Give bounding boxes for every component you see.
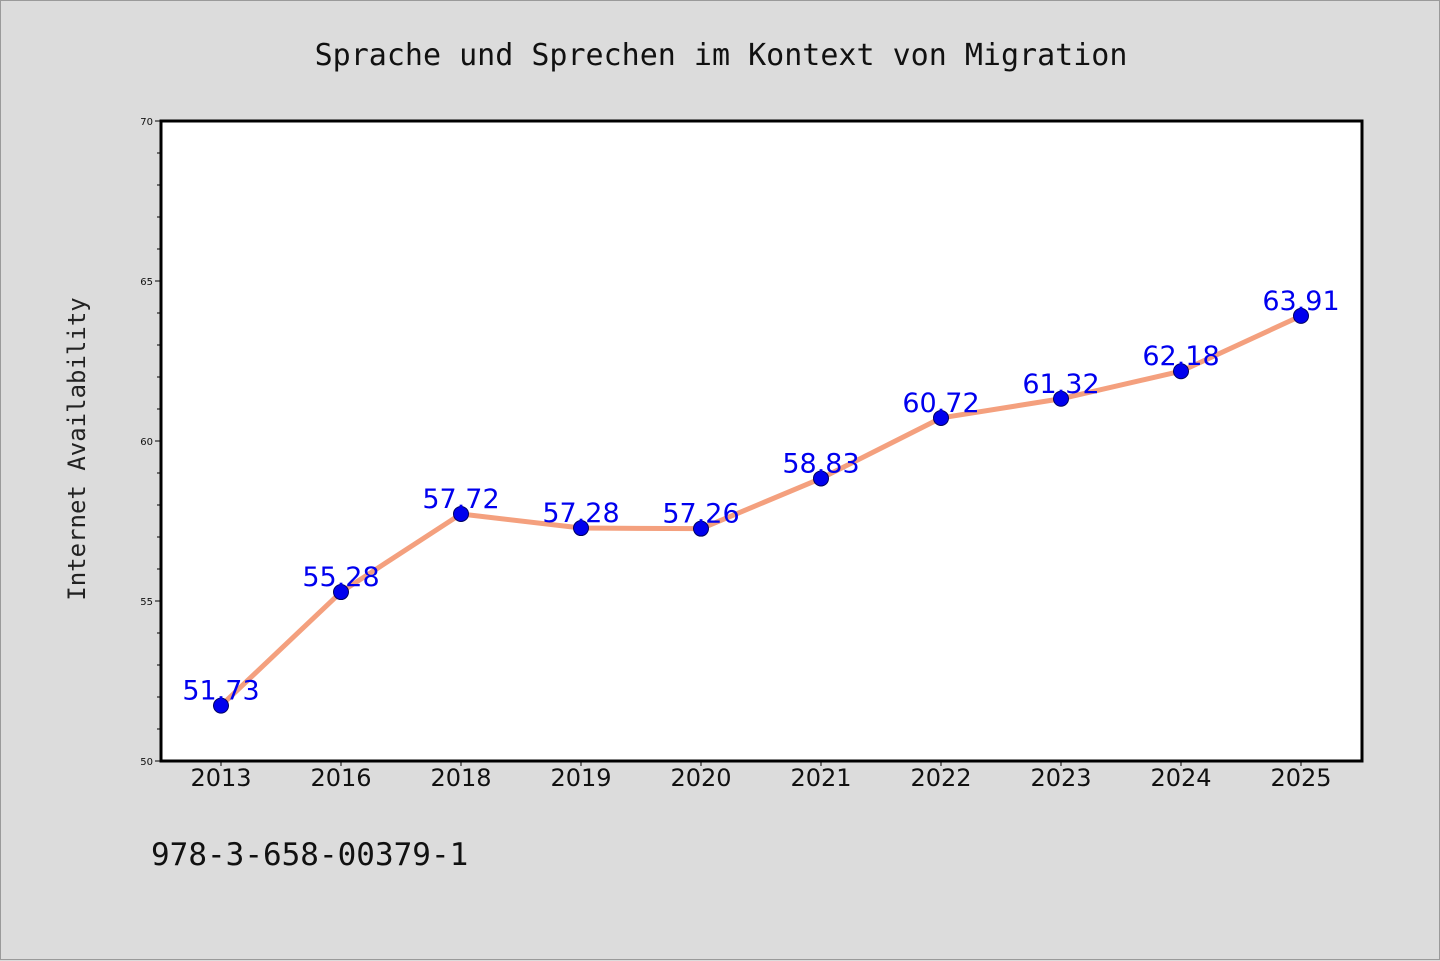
data-label: 57.72 — [422, 484, 499, 515]
x-tick-label: 2016 — [310, 764, 371, 792]
series-line — [218, 313, 1304, 709]
x-tick-label: 2024 — [1150, 764, 1211, 792]
y-tick-label: 65 — [140, 277, 153, 288]
x-tick-label: 2022 — [910, 764, 971, 792]
data-label: 58.83 — [782, 448, 859, 479]
footnote-isbn: 978-3-658-00379-1 — [151, 837, 468, 873]
x-tick-label: 2013 — [190, 764, 251, 792]
data-point — [453, 505, 469, 522]
data-label: 63.91 — [1262, 286, 1339, 317]
data-label: 61.32 — [1022, 369, 1099, 400]
data-label: 55.28 — [302, 562, 379, 593]
x-tick-label: 2020 — [670, 764, 731, 792]
data-label: 62.18 — [1142, 341, 1219, 372]
data-point — [1053, 390, 1069, 407]
data-point — [693, 520, 709, 537]
data-label: 60.72 — [902, 388, 979, 419]
axes: 50 55 60 65 70 2013 2016 2018 2019 2020 2021 2022 20… — [140, 117, 1331, 792]
data-label-group: 51.73 55.28 57.72 57.28 57.26 58.83 60.72 61.32… — [182, 286, 1339, 707]
data-label: 57.28 — [542, 498, 619, 529]
x-tick-label: 2019 — [550, 764, 611, 792]
data-point — [933, 409, 949, 426]
data-point — [1293, 307, 1309, 324]
y-tick-label: 70 — [140, 117, 153, 128]
data-label: 57.26 — [662, 499, 739, 530]
chart-title: Sprache und Sprechen im Kontext von Migr… — [315, 38, 1128, 73]
y-tick-label: 60 — [140, 437, 153, 448]
x-tick-label: 2023 — [1030, 764, 1091, 792]
plot-area — [161, 121, 1362, 761]
data-point — [813, 470, 829, 487]
data-point — [333, 584, 349, 601]
data-point — [213, 697, 229, 714]
x-tick-label: 2018 — [430, 764, 491, 792]
x-tick-label: 2021 — [790, 764, 851, 792]
y-axis-label: Internet Availability — [63, 297, 91, 600]
data-point — [1173, 363, 1189, 380]
x-tick-label: 2025 — [1270, 764, 1331, 792]
marker-group — [213, 307, 1309, 714]
y-tick-label: 55 — [140, 597, 153, 608]
y-tick-label: 50 — [140, 757, 153, 768]
plot-frame — [159, 119, 1364, 763]
series-line-group — [218, 313, 1304, 709]
data-point — [573, 520, 589, 537]
data-label: 51.73 — [182, 676, 259, 707]
